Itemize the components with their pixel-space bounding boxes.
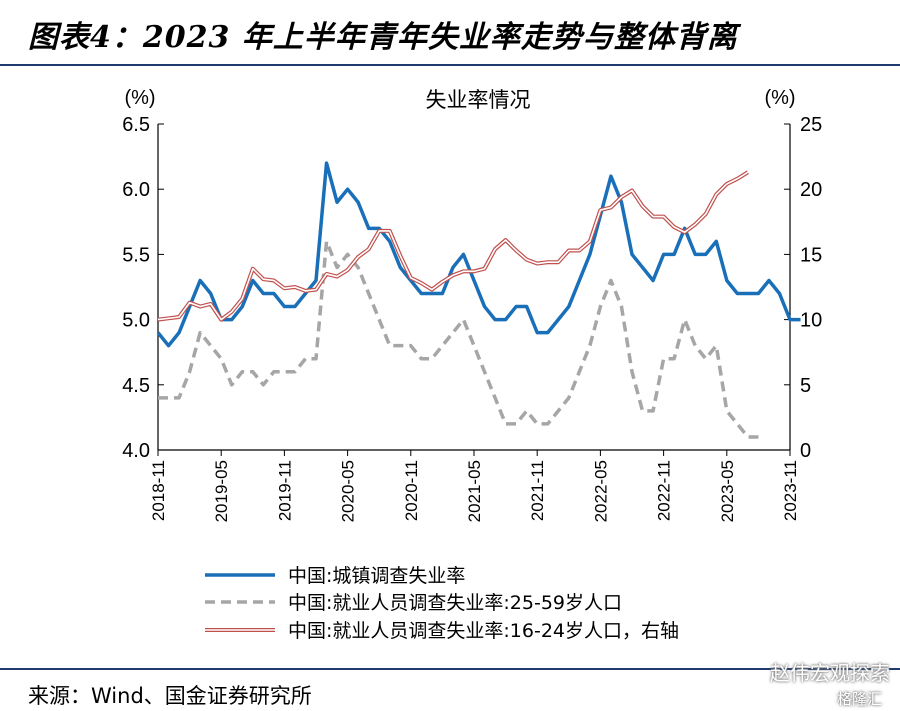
- x-tick-label: 2023-11: [781, 460, 800, 521]
- right-tick-label: 5: [800, 375, 811, 397]
- right-tick-label: 20: [800, 179, 822, 201]
- x-tick-label: 2019-11: [275, 460, 294, 521]
- right-tick-label: 10: [800, 310, 822, 332]
- legend: 中国:城镇调查失业率中国:就业人员调查失业率:25-59岁人口中国:就业人员调查…: [205, 565, 679, 642]
- series-layer: [156, 161, 801, 439]
- x-tick-label: 2019-05: [212, 460, 231, 522]
- axes: 4.0 4.5 5.0 5.5 6.0 6.5 0 5 10 15 20 25 2018-11 2019-…: [122, 114, 822, 522]
- x-tick-label: 2020-11: [402, 460, 421, 521]
- source-note: 来源：Wind、国金证券研究所: [28, 684, 312, 708]
- watermark: 赵伟宏观探索: [770, 661, 890, 685]
- x-tick-label: 2020-05: [339, 460, 358, 522]
- left-tick-label: 5.5: [122, 244, 150, 266]
- right-tick-label: 25: [800, 114, 822, 136]
- series-age16-24-line-inner: [157, 171, 749, 321]
- x-tick-label: 2022-11: [655, 460, 674, 521]
- figure-title: 图表4：2023 年上半年青年失业率走势与整体背离: [28, 20, 738, 55]
- x-tick-label: 2021-05: [465, 460, 484, 522]
- left-tick-label: 6.5: [122, 114, 150, 136]
- chart-title: 失业率情况: [426, 88, 531, 112]
- right-axis-unit: (%): [764, 87, 795, 109]
- x-tick-label: 2021-11: [528, 460, 547, 521]
- legend-label: 中国:就业人员调查失业率:16-24岁人口，右轴: [288, 620, 679, 642]
- right-tick-label: 15: [800, 244, 822, 266]
- series-age25-59-line: [158, 239, 759, 439]
- x-tick-label: 2023-05: [718, 460, 737, 522]
- legend-label: 中国:城镇调查失业率: [288, 565, 465, 587]
- bottom-rule: [0, 668, 900, 670]
- left-tick-label: 4.5: [122, 375, 150, 397]
- left-tick-label: 6.0: [122, 179, 150, 201]
- left-axis-unit: (%): [124, 87, 155, 109]
- left-tick-label: 5.0: [122, 310, 150, 332]
- series-urban-line: [156, 161, 801, 348]
- top-rule: [0, 64, 900, 66]
- x-tick-label: 2018-11: [149, 460, 168, 521]
- left-tick-label: 4.0: [122, 440, 150, 462]
- watermark-sub: 格隆汇: [836, 690, 882, 708]
- right-tick-label: 0: [800, 440, 811, 462]
- legend-label: 中国:就业人员调查失业率:25-59岁人口: [288, 592, 622, 614]
- x-tick-label: 2022-05: [591, 460, 610, 522]
